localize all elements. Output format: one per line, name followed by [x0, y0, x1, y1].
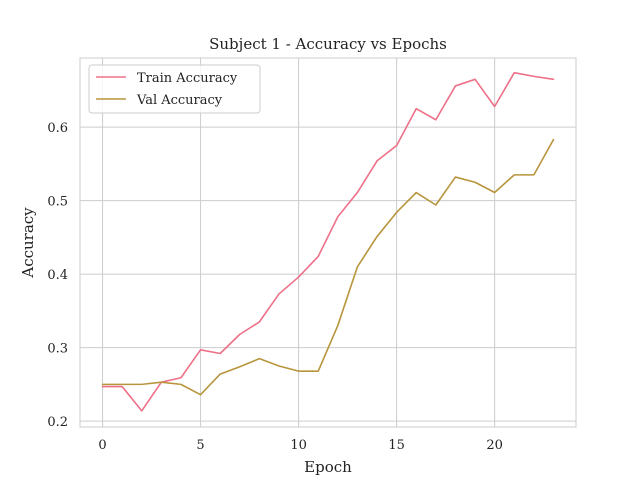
legend-box: [88, 64, 261, 114]
legend-label: Val Accuracy: [136, 93, 223, 108]
y-tick-label: 0.2: [47, 415, 68, 430]
x-tick-label: 15: [388, 438, 405, 453]
series-lines: [101, 71, 555, 412]
plot-area: [79, 57, 577, 428]
x-tick-labels: 0 5 10 15 20: [98, 438, 503, 453]
y-tick-label: 0.5: [47, 195, 68, 210]
series-line-train-accuracy: [101, 71, 555, 412]
x-axis-label: Epoch: [304, 458, 352, 476]
x-tick-label: 5: [196, 438, 204, 453]
x-tick-label: 20: [486, 438, 503, 453]
y-axis-label: Accuracy: [19, 207, 37, 279]
chart-title: Subject 1 - Accuracy vs Epochs: [209, 35, 447, 53]
legend-label: Train Accuracy: [137, 71, 238, 86]
grid: [80, 58, 576, 427]
y-tick-label: 0.4: [47, 268, 68, 283]
x-tick-label: 10: [290, 438, 307, 453]
y-tick-label: 0.3: [47, 342, 68, 357]
y-tick-labels: 0.2 0.3 0.4 0.5 0.6: [47, 121, 68, 430]
y-tick-label: 0.6: [47, 121, 68, 136]
x-tick-label: 0: [98, 438, 106, 453]
legend: Train Accuracy Val Accuracy: [88, 64, 261, 114]
series-line-val-accuracy: [101, 138, 555, 396]
